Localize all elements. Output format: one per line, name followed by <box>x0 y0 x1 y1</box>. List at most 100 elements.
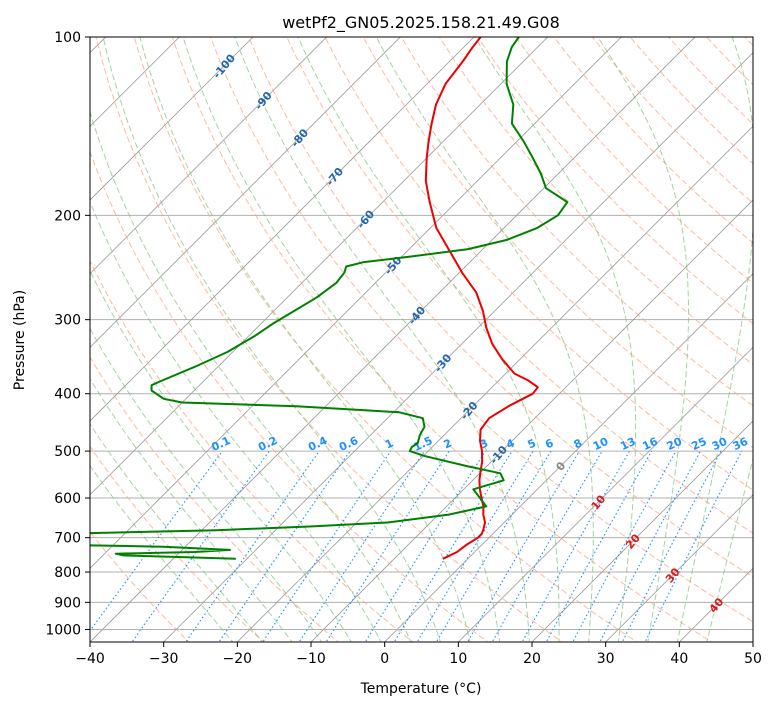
moist-adiabat-line <box>597 37 689 642</box>
dry-adiabat-line <box>209 37 753 623</box>
y-tick-label: 300 <box>54 313 81 329</box>
x-tick-label: 10 <box>449 651 467 667</box>
isotherm-line <box>605 494 753 642</box>
dry-adiabats <box>90 37 753 642</box>
dry-adiabat-line <box>248 37 753 578</box>
dry-adiabat-line <box>90 356 339 642</box>
sounding-profiles <box>90 37 569 560</box>
moist-adiabat-line <box>90 200 382 642</box>
mixing-ratio-line <box>325 450 450 642</box>
dry-adiabat-line <box>286 37 753 534</box>
dry-adiabat-line <box>90 150 489 642</box>
temperature-profile <box>424 37 539 560</box>
y-tick-label: 900 <box>54 595 81 611</box>
mixing-ratio-label: 16 <box>640 435 660 453</box>
x-tick-label: 40 <box>670 651 688 667</box>
isotherm-line <box>90 37 696 642</box>
mixing-ratio-label: 20 <box>665 435 685 453</box>
mixing-ratio-line <box>90 450 223 632</box>
dewpoint-profile <box>90 37 569 560</box>
mixing-ratio-line <box>298 450 425 642</box>
x-axis-label: Temperature (°C) <box>360 681 482 697</box>
isotherm-line <box>384 273 753 642</box>
x-tick-label: −40 <box>75 651 105 667</box>
mixing-ratio-label: 10 <box>591 435 611 453</box>
dry-adiabat-line <box>515 37 753 284</box>
isotherm-line <box>90 37 622 569</box>
mixing-ratio-label: 13 <box>618 435 637 453</box>
moist-adiabat-line <box>90 464 234 642</box>
dry-adiabat-line <box>171 37 713 642</box>
moist-adiabat-line <box>90 269 352 642</box>
y-tick-label: 400 <box>54 387 81 403</box>
isotherm-line <box>90 37 328 275</box>
mixing-ratio-line <box>599 450 701 642</box>
y-axis: 1000 900 800 700 600 500 400 300 200 100 <box>45 30 90 638</box>
mixing-ratio-line <box>621 450 722 642</box>
dry-adiabat-line <box>324 37 753 491</box>
moist-adiabat-line <box>676 37 753 642</box>
mixing-ratio-line <box>393 450 513 642</box>
mixing-ratio-label: 25 <box>689 435 708 453</box>
isotherm-line <box>90 37 549 496</box>
isotherm-line <box>90 37 401 348</box>
moist-adiabat-line <box>90 423 264 642</box>
x-tick-label: 0 <box>380 651 389 667</box>
plot-area: 0.1 0.2 0.4 0.6 1 1.5 2 3 4 5 6 8 10 13 16 20 25 30 36-100… <box>90 37 753 642</box>
y-tick-label: 500 <box>54 444 81 460</box>
chart-title: wetPf2_GN05.2025.158.21.49.G08 <box>282 13 560 33</box>
moist-adiabat-line <box>474 37 637 642</box>
mixing-ratio-lines <box>90 450 743 642</box>
moist-adiabat-line <box>139 37 471 642</box>
isotherm-line <box>310 199 753 642</box>
mixing-ratio-label: 36 <box>731 435 751 453</box>
x-tick-label: 30 <box>597 651 615 667</box>
dry-adiabat-line <box>95 37 564 642</box>
isotherms <box>90 37 753 642</box>
moist-adiabat-line <box>90 110 412 642</box>
plot-frame <box>89 36 754 643</box>
isotherm-line <box>90 37 254 201</box>
y-tick-label: 100 <box>54 30 81 46</box>
isotherm-line <box>457 346 753 642</box>
mixing-ratio-line <box>364 450 486 642</box>
moist-adiabat-line <box>234 37 530 642</box>
y-tick-label: 700 <box>54 531 81 547</box>
x-tick-label: −30 <box>149 651 179 667</box>
y-axis-label: Pressure (hPa) <box>12 290 28 390</box>
mixing-ratio-line <box>262 450 392 642</box>
isotherm-line <box>163 52 753 642</box>
dry-adiabat-line <box>362 37 753 449</box>
isotherm-line <box>90 37 475 422</box>
mixing-ratio-line <box>218 450 351 642</box>
x-tick-label: −20 <box>223 651 253 667</box>
x-axis: −40 −30 −20 −10 0 10 20 30 40 50 <box>75 642 762 667</box>
y-tick-label: 600 <box>54 491 81 507</box>
mixing-ratio-line <box>572 450 677 642</box>
isotherm-line <box>90 37 180 127</box>
x-tick-label: −10 <box>296 651 326 667</box>
dry-adiabat-line <box>90 259 414 642</box>
dry-adiabat-line <box>133 37 638 642</box>
mixing-ratio-line <box>466 450 580 642</box>
moist-adiabat-line <box>102 37 441 642</box>
x-tick-label: 20 <box>523 651 541 667</box>
moist-adiabat-line <box>182 37 501 642</box>
dry-adiabat-line <box>438 37 753 366</box>
mixing-ratio-line <box>185 450 320 642</box>
x-tick-label: 50 <box>744 651 762 667</box>
moist-adiabat-line <box>90 377 293 642</box>
isotherm-line <box>531 420 753 642</box>
dry-adiabat-line <box>90 531 190 642</box>
y-tick-label: 200 <box>54 208 81 224</box>
y-tick-label: 1000 <box>45 622 81 638</box>
mixing-ratio-label: 30 <box>710 435 730 453</box>
pressure-grid <box>90 37 753 630</box>
moist-adiabat-line <box>90 327 323 642</box>
isotherm-line <box>236 125 753 642</box>
y-tick-label: 800 <box>54 565 81 581</box>
moist-adiabat-line <box>375 37 594 642</box>
moist-adiabats <box>90 37 753 642</box>
moist-adiabat-line <box>297 37 560 642</box>
